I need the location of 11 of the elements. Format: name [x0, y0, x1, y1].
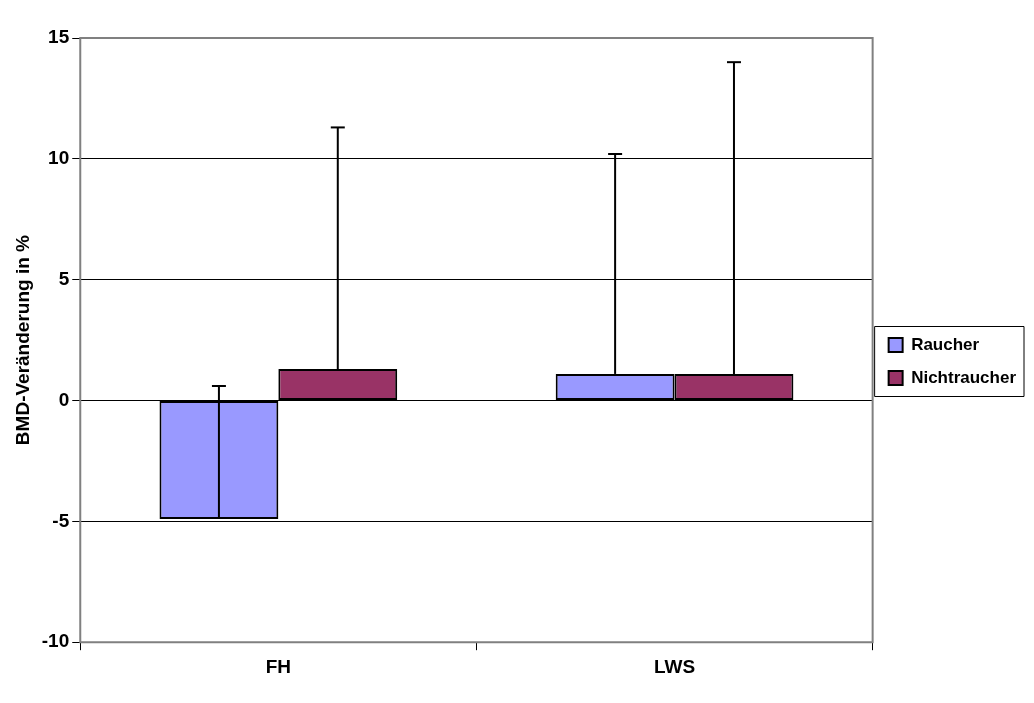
y-tick-label: -5 — [52, 509, 70, 531]
y-tick-label: 0 — [58, 388, 70, 410]
x-tick-label: LWS — [653, 655, 696, 677]
y-tick-label: 5 — [58, 267, 70, 289]
legend-label: Nichtraucher — [911, 367, 1017, 387]
legend-label: Raucher — [911, 334, 980, 354]
y-tick-label: -10 — [41, 630, 70, 652]
y-tick-label: 15 — [48, 26, 70, 48]
y-axis-title: BMD-Veränderung in % — [11, 234, 33, 446]
y-tick-label: 10 — [48, 147, 70, 169]
x-tick-label: FH — [265, 655, 292, 677]
